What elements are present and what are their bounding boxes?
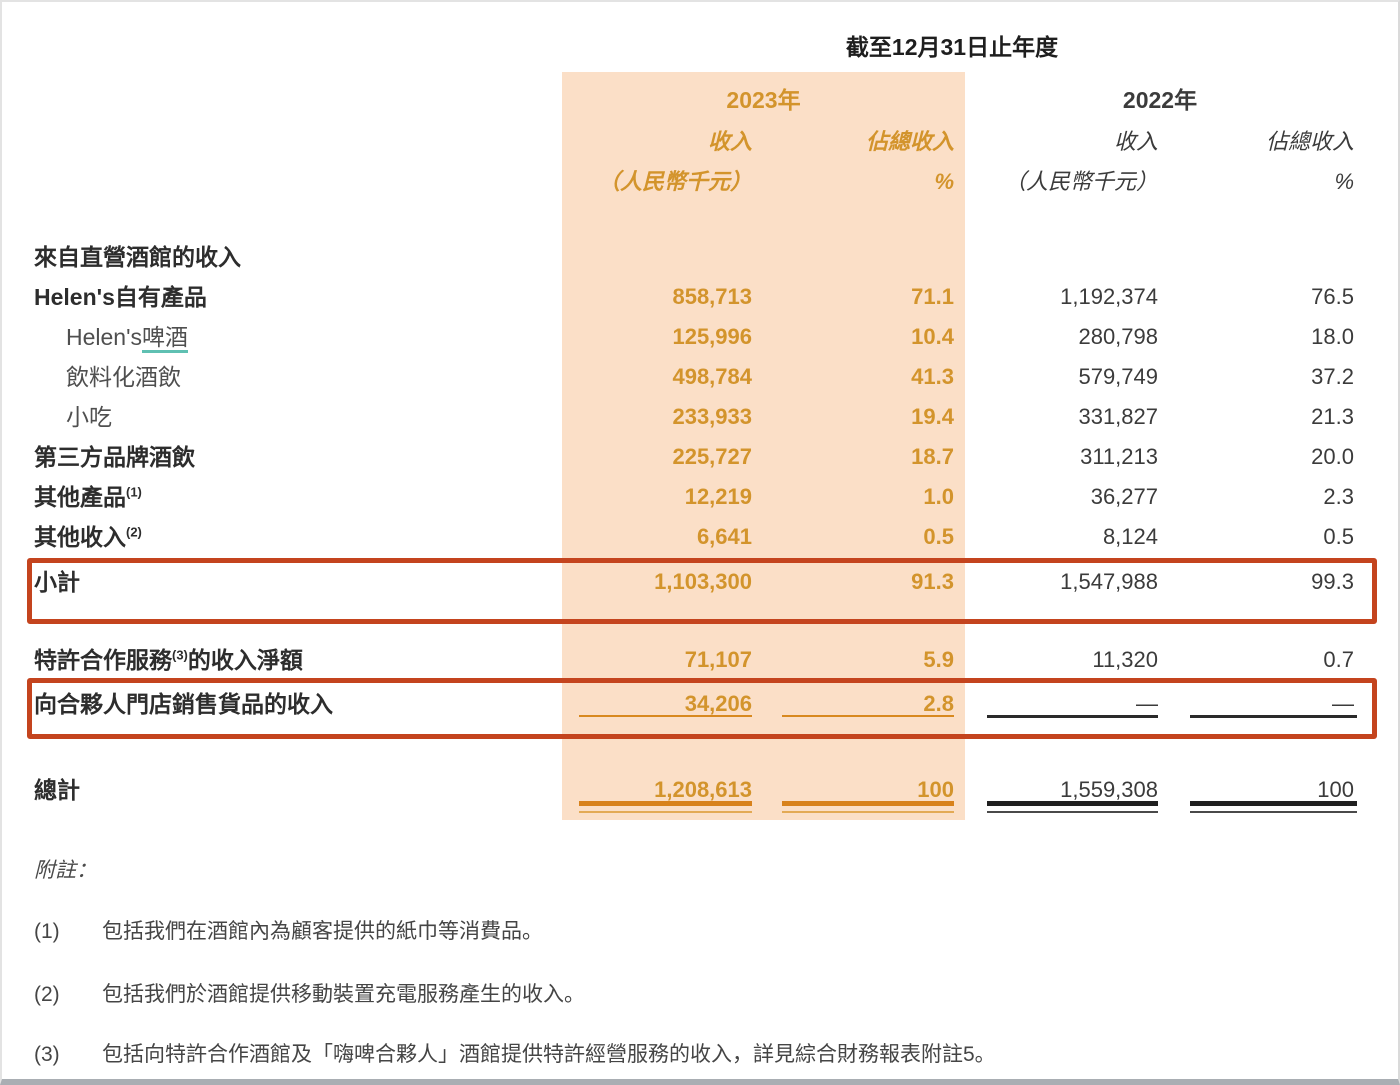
value-2023-revenue: 858,713 bbox=[672, 284, 752, 309]
table-row: Helen's啤酒 125,996 10.4 280,798 18.0 bbox=[2, 317, 1398, 357]
value-2023-revenue: 34,206 bbox=[684, 691, 752, 716]
value-2022-pct: — bbox=[1332, 691, 1354, 716]
period-title: 截至12月31日止年度 bbox=[845, 34, 1059, 60]
notes-heading: 附註： bbox=[34, 859, 97, 882]
value-2023-revenue: 6,641 bbox=[696, 524, 752, 549]
value-2022-revenue: 331,827 bbox=[1078, 404, 1158, 429]
value-2023-revenue: 498,784 bbox=[672, 364, 752, 389]
value-2023-pct: 19.4 bbox=[911, 404, 954, 429]
value-2022-revenue: 1,547,988 bbox=[1060, 569, 1158, 594]
table-row: 小吃 233,933 19.4 331,827 21.3 bbox=[2, 397, 1398, 437]
value-2023-pct: 10.4 bbox=[911, 324, 954, 349]
value-2023-pct: 71.1 bbox=[911, 284, 954, 309]
row-label: Helen's啤酒 bbox=[34, 317, 571, 357]
value-2022-revenue: 11,320 bbox=[1092, 647, 1158, 672]
value-2023-revenue: 233,933 bbox=[672, 404, 752, 429]
column-header-unit-2023: （人民幣千元） bbox=[597, 169, 752, 194]
value-2023-revenue: 1,103,300 bbox=[654, 569, 752, 594]
annotation-box-subtotal bbox=[27, 558, 1377, 624]
total-rule bbox=[1190, 801, 1357, 813]
total-rule bbox=[782, 801, 954, 813]
row-label: 來自直營酒館的收入 bbox=[34, 244, 241, 270]
column-header-revenue-2022: 收入 bbox=[1113, 129, 1158, 154]
row-label: 其他產品(1) bbox=[34, 484, 142, 510]
table-row: 飲料化酒飲 498,784 41.3 579,749 37.2 bbox=[2, 357, 1398, 397]
highlight-band-2023 bbox=[562, 72, 965, 820]
value-2023-pct: 41.3 bbox=[911, 364, 954, 389]
column-header-pct-sign-2022: % bbox=[1334, 169, 1354, 194]
value-2022-revenue: 36,277 bbox=[1090, 484, 1158, 509]
total-rule bbox=[1190, 715, 1357, 718]
table-row: 來自直營酒館的收入 bbox=[2, 237, 1398, 277]
value-2022-revenue: 8,124 bbox=[1102, 524, 1158, 549]
row-label: 小計 bbox=[34, 569, 80, 595]
value-2023-revenue: 12,219 bbox=[684, 484, 752, 509]
value-2022-pct: 76.5 bbox=[1311, 284, 1354, 309]
column-header-revenue-2023: 收入 bbox=[707, 129, 752, 154]
table-row: 向合夥人門店銷售貨品的收入 34,206 2.8 — — bbox=[2, 684, 1398, 724]
row-label: 第三方品牌酒飲 bbox=[34, 444, 195, 470]
value-2023-pct: 100 bbox=[917, 777, 954, 802]
column-header-pct-sign-2023: % bbox=[934, 169, 954, 194]
note-text: 包括我們於酒館提供移動裝置充電服務產生的收入。 bbox=[102, 983, 585, 1006]
total-rule bbox=[782, 715, 954, 717]
total-rule bbox=[579, 801, 752, 813]
value-2023-pct: 2.8 bbox=[923, 691, 954, 716]
total-rule bbox=[987, 715, 1158, 718]
column-header-pct-2022: 佔總收入 bbox=[1265, 129, 1354, 154]
value-2022-pct: 2.3 bbox=[1323, 484, 1354, 509]
value-2022-revenue: 579,749 bbox=[1078, 364, 1158, 389]
row-label: 向合夥人門店銷售貨品的收入 bbox=[34, 691, 333, 717]
value-2022-pct: 0.5 bbox=[1323, 524, 1354, 549]
row-label: 其他收入(2) bbox=[34, 524, 142, 550]
value-2022-revenue: 1,559,308 bbox=[1060, 777, 1158, 802]
value-2023-revenue: 1,208,613 bbox=[654, 777, 752, 802]
table-row: 總計 1,208,613 100 1,559,308 100 bbox=[2, 770, 1398, 813]
value-2023-pct: 18.7 bbox=[911, 444, 954, 469]
column-header-unit-2022: （人民幣千元） bbox=[1003, 169, 1158, 194]
table-row: 第三方品牌酒飲 225,727 18.7 311,213 20.0 bbox=[2, 437, 1398, 477]
column-header-year-2022: 2022年 bbox=[1122, 87, 1198, 113]
value-2023-revenue: 225,727 bbox=[672, 444, 752, 469]
table-row: 小計 1,103,300 91.3 1,547,988 99.3 bbox=[2, 562, 1398, 602]
value-2023-pct: 5.9 bbox=[923, 647, 954, 672]
row-label: 飲料化酒飲 bbox=[66, 364, 181, 390]
value-2023-pct: 91.3 bbox=[911, 569, 954, 594]
table-row: Helen's自有產品 858,713 71.1 1,192,374 76.5 bbox=[2, 277, 1398, 317]
table-row: 特許合作服務(3)的收入淨額 71,107 5.9 11,320 0.7 bbox=[2, 640, 1398, 680]
value-2023-revenue: 71,107 bbox=[684, 647, 752, 672]
value-2022-revenue: 280,798 bbox=[1078, 324, 1158, 349]
value-2022-revenue: 311,213 bbox=[1080, 444, 1158, 469]
note-number: (1) bbox=[34, 920, 60, 943]
value-2022-revenue: 1,192,374 bbox=[1060, 284, 1158, 309]
value-2022-pct: 99.3 bbox=[1311, 569, 1354, 594]
value-2022-pct: 0.7 bbox=[1323, 647, 1354, 672]
note-number: (2) bbox=[34, 983, 60, 1006]
value-2022-pct: 18.0 bbox=[1311, 324, 1354, 349]
note-text: 包括向特許合作酒館及「嗨啤合夥人」酒館提供特許經營服務的收入，詳見綜合財務報表附… bbox=[102, 1043, 996, 1066]
value-2023-revenue: 125,996 bbox=[672, 324, 752, 349]
row-label: 小吃 bbox=[66, 404, 112, 430]
row-label: 總計 bbox=[34, 777, 80, 803]
note-number: (3) bbox=[34, 1043, 60, 1066]
column-header-pct-2023: 佔總收入 bbox=[865, 129, 954, 154]
annotation-box-partner-sales bbox=[27, 678, 1377, 739]
value-2022-revenue: — bbox=[1136, 691, 1158, 716]
value-2023-pct: 1.0 bbox=[923, 484, 954, 509]
value-2022-pct: 20.0 bbox=[1311, 444, 1354, 469]
value-2023-pct: 0.5 bbox=[923, 524, 954, 549]
row-label: 特許合作服務(3)的收入淨額 bbox=[34, 647, 303, 673]
row-label: Helen's自有產品 bbox=[34, 284, 207, 310]
value-2022-pct: 37.2 bbox=[1311, 364, 1354, 389]
total-rule bbox=[987, 801, 1158, 813]
total-rule bbox=[579, 715, 752, 717]
column-header-year-2023: 2023年 bbox=[726, 87, 801, 113]
value-2022-pct: 100 bbox=[1317, 777, 1354, 802]
note-text: 包括我們在酒館內為顧客提供的紙巾等消費品。 bbox=[102, 920, 543, 943]
table-row: 其他產品(1) 12,219 1.0 36,277 2.3 bbox=[2, 477, 1398, 517]
table-row: 其他收入(2) 6,641 0.5 8,124 0.5 bbox=[2, 517, 1398, 557]
underlined-label-part: 啤酒 bbox=[142, 324, 188, 353]
value-2022-pct: 21.3 bbox=[1311, 404, 1354, 429]
